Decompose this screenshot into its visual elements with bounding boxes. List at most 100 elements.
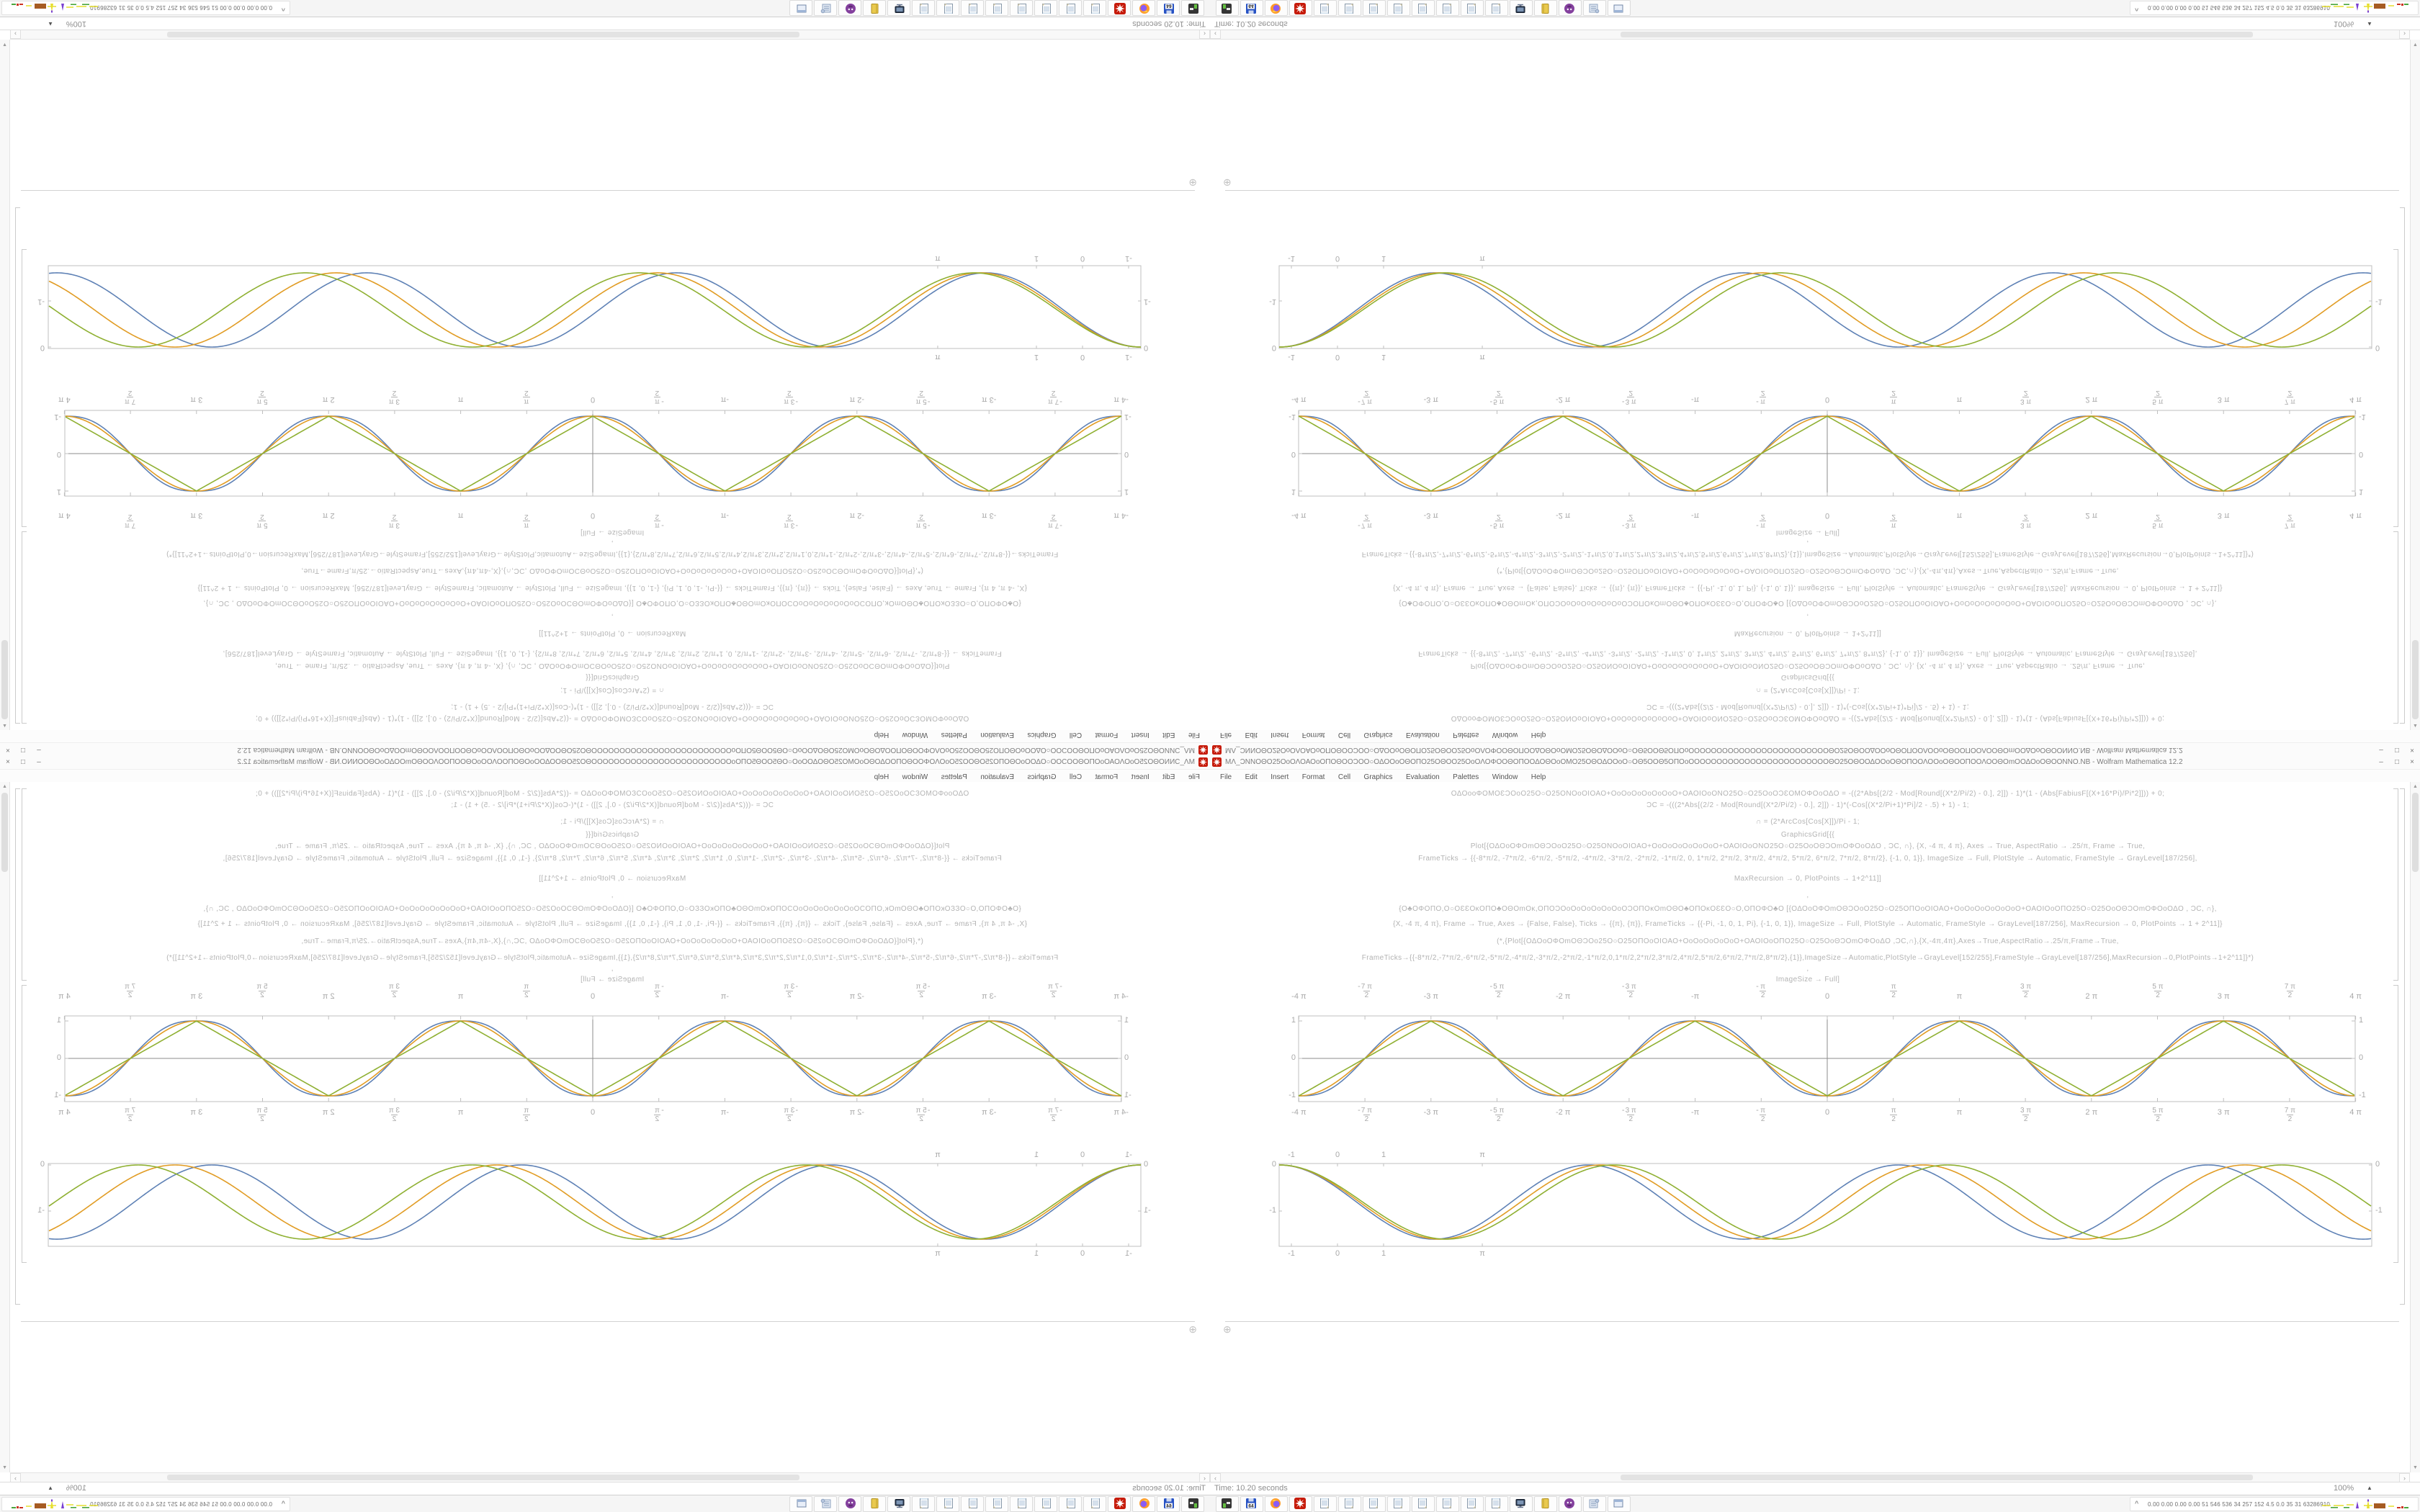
code-line[interactable]: Plot[{ΟΔΟοΟΦΟmΟΘƆΟοΟ25Ο○Ο25ΟΝΟοΟΙΟΑΟ+ΟοΟ… <box>274 842 950 850</box>
close-button[interactable]: × <box>2410 746 2414 754</box>
magnification-caret-icon[interactable]: ▲ <box>48 21 53 27</box>
scroll-left-icon[interactable]: ‹ <box>1210 29 1221 39</box>
code-line[interactable]: , <box>1806 891 1809 899</box>
code-line[interactable]: , <box>1806 613 1809 621</box>
cell-bracket-input[interactable] <box>22 788 27 981</box>
code-line[interactable]: ΟΔΟοοΦΟΜΟƐƆΟοΟ25Ο○Ο25ΟΝΟοΟΙΟΑΟ+ΟοΟοΟοΟοΟ… <box>255 790 969 798</box>
menu-palettes[interactable]: Palettes <box>941 773 967 781</box>
taskbar-button-monitor[interactable] <box>1510 1496 1533 1512</box>
menu-edit[interactable]: Edit <box>1162 731 1175 739</box>
menu-cell[interactable]: Cell <box>1337 773 1351 781</box>
code-line[interactable]: (*,{Plot[{ΟΔΟοΟΦΟmΟΘƆΟο25Ο○Ο25ΟΠΟοΟΙΟΑΟ+… <box>1497 567 2119 575</box>
taskbar-button-notepad[interactable] <box>1314 0 1337 16</box>
taskbar-button-folder[interactable] <box>863 0 886 16</box>
vertical-scroll-thumb[interactable] <box>1 640 8 719</box>
code-line[interactable]: GraphicsGrid[{{ <box>1780 673 1835 681</box>
code-line[interactable]: ƆC = -(((2*Abs[(2/2 - Mod[Round[(X*2/Pi/… <box>451 703 774 711</box>
menu-graphics[interactable]: Graphics <box>1027 773 1057 781</box>
taskbar-button-firefox[interactable] <box>1132 1496 1155 1512</box>
code-line[interactable]: ΟΔΟοοΦΟΜΟƐƆΟοΟ25Ο○Ο25ΟΝΟοΟΙΟΑΟ+ΟοΟοΟοΟοΟ… <box>1451 790 2165 798</box>
cell-bracket-output[interactable] <box>22 985 27 1263</box>
taskbar-button-notepad[interactable] <box>1034 1496 1057 1512</box>
maximize-button[interactable]: □ <box>20 746 26 754</box>
titlebar[interactable]: ΜΛ_ƆΝΝΟΘΟ25ΟοΟΛΟΑΟοΟΠΟΘΟΟƆΟΟ○ΟΔΟΟοΟΘΟΠΟ2… <box>1210 742 2420 756</box>
tray-expand-icon[interactable]: ^ <box>2135 5 2139 12</box>
menu-cell[interactable]: Cell <box>1337 731 1351 739</box>
taskbar-button-notepad[interactable] <box>961 1496 984 1512</box>
maximize-button[interactable]: □ <box>2394 758 2400 766</box>
taskbar-button-scroll-doc[interactable] <box>1583 0 1606 16</box>
taskbar-button-purple-app[interactable] <box>838 1496 861 1512</box>
menu-window[interactable]: Window <box>1492 773 1518 781</box>
menu-evaluation[interactable]: Evaluation <box>1406 731 1440 739</box>
horizontal-scroll-thumb[interactable] <box>1621 32 2253 37</box>
code-line[interactable]: , <box>1806 539 1809 547</box>
taskbar-button-notepad[interactable] <box>1338 1496 1361 1512</box>
taskbar-button-notepad[interactable] <box>936 0 959 16</box>
taskbar-button-console[interactable] <box>1181 0 1204 16</box>
taskbar-button-folder[interactable] <box>1534 0 1557 16</box>
vertical-scrollbar[interactable]: ▲ ▼ <box>2410 40 2420 730</box>
menu-help[interactable]: Help <box>1531 731 1546 739</box>
magnification-value[interactable]: 100% <box>66 19 86 28</box>
code-line[interactable]: ImageSize → Full] <box>1775 528 1840 536</box>
taskbar-button-notepad[interactable] <box>1083 1496 1106 1512</box>
scroll-down-icon[interactable]: ▼ <box>2 1465 7 1470</box>
close-button[interactable]: × <box>2410 758 2414 766</box>
vertical-scrollbar[interactable]: ▲ ▼ <box>2410 782 2420 1472</box>
menu-graphics[interactable]: Graphics <box>1027 731 1057 739</box>
menu-palettes[interactable]: Palettes <box>941 731 967 739</box>
taskbar-button-save64[interactable]: 64 <box>1157 1496 1180 1512</box>
menu-evaluation[interactable]: Evaluation <box>1406 773 1440 781</box>
taskbar-button-window[interactable] <box>1608 0 1631 16</box>
minimize-button[interactable]: – <box>37 758 41 766</box>
taskbar-button-window[interactable] <box>1608 1496 1631 1512</box>
code-line[interactable]: (*,{Plot[{ΟΔΟοΟΦΟmΟΘƆΟο25Ο○Ο25ΟΠΟοΟΙΟΑΟ+… <box>1497 937 2119 945</box>
scroll-right-icon[interactable]: › <box>2399 29 2410 39</box>
scroll-down-icon[interactable]: ▼ <box>2413 1465 2418 1470</box>
taskbar-button-console[interactable] <box>1181 1496 1204 1512</box>
menu-cell[interactable]: Cell <box>1069 773 1083 781</box>
cell-insertion-line[interactable] <box>1225 1321 2399 1322</box>
close-button[interactable]: × <box>6 746 10 754</box>
cell-bracket-group[interactable] <box>2400 788 2405 1305</box>
code-line[interactable]: (*,{Plot[{ΟΔΟοΟΦΟmΟΘƆΟο25Ο○Ο25ΟΠΟοΟΙΟΑΟ+… <box>301 937 923 945</box>
code-line[interactable]: ΟΔΟοοΦΟΜΟƐƆΟοΟ25Ο○Ο25ΟΝΟοΟΙΟΑΟ+ΟοΟοΟοΟοΟ… <box>255 714 969 722</box>
menu-edit[interactable]: Edit <box>1162 773 1175 781</box>
code-line[interactable]: {X, -4 π, 4 π}, Frame → True, Axes → {Fa… <box>1393 920 2223 928</box>
menu-evaluation[interactable]: Evaluation <box>980 731 1014 739</box>
menu-file[interactable]: File <box>1220 773 1232 781</box>
vertical-scroll-thumb[interactable] <box>1 793 8 872</box>
close-button[interactable]: × <box>6 758 10 766</box>
cell-bracket-group[interactable] <box>15 788 20 1305</box>
titlebar[interactable]: ΜΛ_ƆΝΝΟΘΟ25ΟοΟΛΟΑΟοΟΠΟΘΟΟƆΟΟ○ΟΔΟΟοΟΘΟΠΟ2… <box>1210 756 2420 770</box>
code-line[interactable]: FrameTicks→{{-8*π/2,-7*π/2,-6*π/2,-5*π/2… <box>166 954 1059 962</box>
taskbar-button-notepad[interactable] <box>1314 1496 1337 1512</box>
menu-window[interactable]: Window <box>902 773 928 781</box>
code-line[interactable]: , <box>1806 965 1809 973</box>
taskbar-button-save64[interactable]: 64 <box>1240 1496 1263 1512</box>
taskbar-button-scroll-doc[interactable] <box>1583 1496 1606 1512</box>
taskbar-button-scroll-doc[interactable] <box>814 1496 837 1512</box>
code-line[interactable]: GraphicsGrid[{{ <box>585 831 640 839</box>
code-line[interactable]: (*,{Plot[{ΟΔΟοΟΦΟmΟΘƆΟο25Ο○Ο25ΟΠΟοΟΙΟΑΟ+… <box>301 567 923 575</box>
taskbar-button-purple-app[interactable] <box>1559 0 1582 16</box>
taskbar-button-mathematica[interactable] <box>1108 0 1131 16</box>
taskbar-button-notepad[interactable] <box>1461 1496 1484 1512</box>
code-line[interactable]: ∩ = (2*ArcCos[Cos[X]])/Pi - 1; <box>1756 686 1860 694</box>
code-line[interactable]: ∩ = (2*ArcCos[Cos[X]])/Pi - 1; <box>560 686 664 694</box>
code-line[interactable]: ƆC = -(((2*Abs[(2/2 - Mod[Round[(X*2/Pi/… <box>451 801 774 809</box>
cell-bracket-group[interactable] <box>2400 207 2405 724</box>
taskbar-button-folder[interactable] <box>863 1496 886 1512</box>
code-line[interactable]: MaxRecursion → 0, PlotPoints → 1+2^11]] <box>1734 875 1882 883</box>
cell-insertion-line[interactable] <box>1225 190 2399 191</box>
taskbar-button-window[interactable] <box>789 0 812 16</box>
code-line[interactable]: {X, -4 π, 4 π}, Frame → True, Axes → {Fa… <box>1393 584 2223 592</box>
cell-bracket-output[interactable] <box>22 249 27 527</box>
taskbar-button-notepad[interactable] <box>1485 0 1508 16</box>
scroll-left-icon[interactable]: ‹ <box>1199 29 1210 39</box>
menu-insert[interactable]: Insert <box>1270 731 1289 739</box>
minimize-button[interactable]: – <box>2379 746 2383 754</box>
menu-file[interactable]: File <box>1188 731 1200 739</box>
code-line[interactable]: FrameTicks → {{-8*π/2, -7*π/2, -6*π/2, -… <box>1418 855 2197 863</box>
